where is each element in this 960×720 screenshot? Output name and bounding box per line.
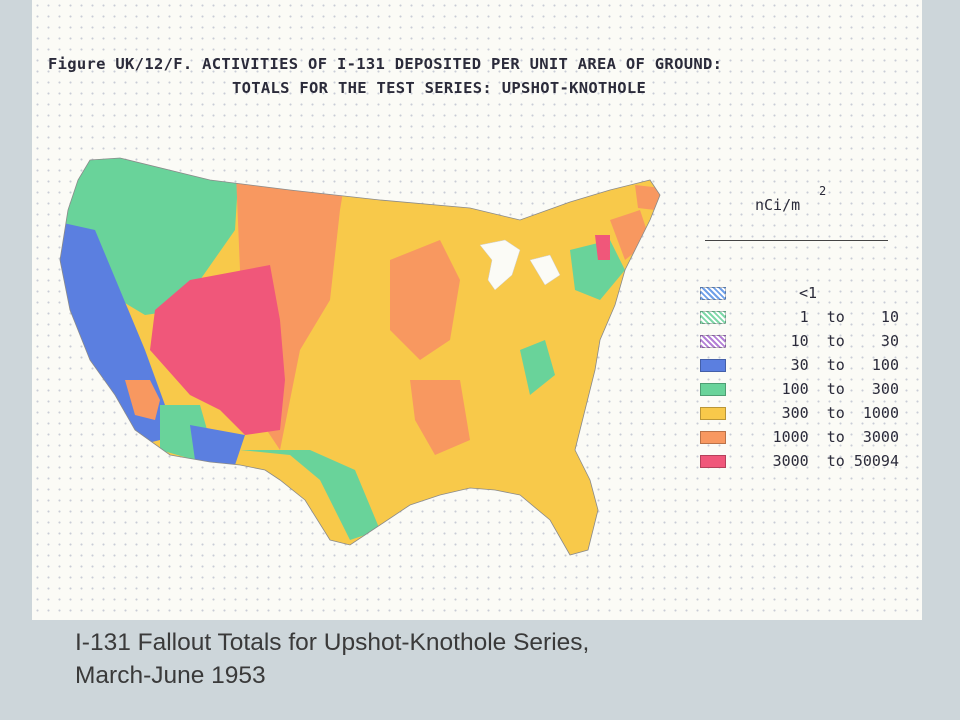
caption-line-1: I-131 Fallout Totals for Upshot-Knothole… bbox=[75, 629, 590, 656]
legend-swatch bbox=[700, 286, 726, 300]
legend-swatch bbox=[700, 358, 726, 372]
figure-title-line-1: Figure UK/12/F. ACTIVITIES OF I-131 DEPO… bbox=[48, 55, 723, 73]
legend-unit-text: nCi/m bbox=[755, 196, 801, 214]
legend-swatch bbox=[700, 310, 726, 324]
legend-item: 10 to 30 bbox=[700, 329, 899, 353]
legend-item: 1 to 10 bbox=[700, 305, 899, 329]
legend-swatch bbox=[700, 334, 726, 348]
us-fallout-map bbox=[59, 157, 661, 556]
legend-item: 30 to 100 bbox=[700, 353, 899, 377]
legend-swatch bbox=[700, 430, 726, 444]
legend-label: 300 to 1000 bbox=[781, 404, 899, 422]
great-lakes bbox=[479, 239, 561, 291]
legend-item: 1000 to 3000 bbox=[700, 425, 899, 449]
legend-label: 1000 to 3000 bbox=[772, 428, 899, 446]
legend-label: 10 to 30 bbox=[790, 332, 899, 350]
legend-swatch bbox=[700, 454, 726, 468]
legend-item: <1 bbox=[700, 281, 899, 305]
legend-label: 100 to 300 bbox=[781, 380, 899, 398]
slide-caption: I-131 Fallout Totals for Upshot-Knothole… bbox=[75, 626, 589, 692]
legend-item: 300 to 1000 bbox=[700, 401, 899, 425]
legend-label: 30 to 100 bbox=[790, 356, 899, 374]
figure-title: Figure UK/12/F. ACTIVITIES OF I-131 DEPO… bbox=[48, 52, 722, 100]
us-outline bbox=[59, 157, 661, 556]
legend-rule bbox=[705, 240, 888, 241]
legend-item: 100 to 300 bbox=[700, 377, 899, 401]
legend-unit: nCi/m 2 bbox=[755, 184, 826, 214]
legend-swatch bbox=[700, 406, 726, 420]
caption-line-2: March-June 1953 bbox=[75, 662, 266, 689]
legend-swatch bbox=[700, 382, 726, 396]
legend-label: 1 to 10 bbox=[799, 308, 899, 326]
legend-item: 3000 to 50094 bbox=[700, 449, 899, 473]
figure-title-line-2: TOTALS FOR THE TEST SERIES: UPSHOT-KNOTH… bbox=[232, 79, 647, 97]
legend-label: <1 bbox=[799, 284, 818, 302]
legend-label: 3000 to 50094 bbox=[772, 452, 899, 470]
fallout-regions bbox=[60, 158, 660, 555]
legend-unit-exponent: 2 bbox=[819, 184, 827, 198]
legend: <1 1 to 10 10 to 30 30 to 100 100 to 300… bbox=[700, 281, 899, 473]
